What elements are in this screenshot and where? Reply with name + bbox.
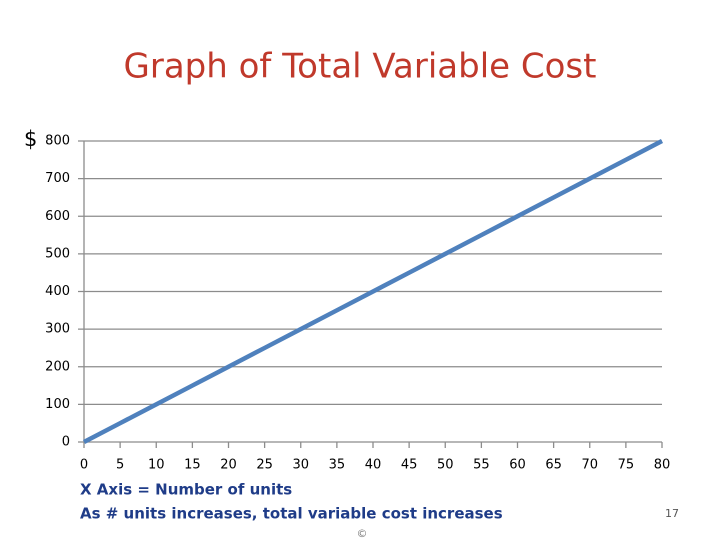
- x-tick-label: 20: [220, 458, 237, 473]
- y-tick-label: 100: [45, 397, 70, 412]
- y-axis-label: $: [24, 127, 37, 151]
- line: [82, 139, 664, 444]
- x-tick-label: 55: [473, 458, 490, 473]
- x-tick-label: 60: [509, 458, 526, 473]
- x-tick-label: 15: [184, 458, 201, 473]
- y-tick-label: 400: [45, 284, 70, 299]
- annotation: As # units increases, total variable cos…: [80, 505, 503, 523]
- y-tick-label: 200: [45, 359, 70, 374]
- x-tick-label: 10: [148, 458, 165, 473]
- x-tick-label: 75: [618, 458, 635, 473]
- y-tick-label: 500: [45, 246, 70, 261]
- x-tick-label: 30: [292, 458, 309, 473]
- x-tick-label: 0: [80, 458, 88, 473]
- y-tick-label: 800: [45, 134, 70, 149]
- chart-title: Graph of Total Variable Cost: [124, 47, 597, 87]
- x-tick-label: 25: [256, 458, 273, 473]
- x-tick-label: 80: [654, 458, 671, 473]
- y-tick-label: 0: [62, 435, 70, 450]
- footer: ©: [357, 527, 368, 540]
- x-tick-label: 5: [116, 458, 124, 473]
- y-tick-label: 600: [45, 209, 70, 224]
- x-tick-label: 35: [329, 458, 346, 473]
- slide-number: 17: [665, 507, 679, 520]
- annotation: X Axis = Number of units: [80, 481, 292, 499]
- x-tick-label: 40: [365, 458, 382, 473]
- y-tick-label: 700: [45, 171, 70, 186]
- x-tick-label: 65: [545, 458, 562, 473]
- x-tick-label: 50: [437, 458, 454, 473]
- x-tick-label: 70: [581, 458, 598, 473]
- x-tick-label: 45: [401, 458, 418, 473]
- y-tick-label: 300: [45, 322, 70, 337]
